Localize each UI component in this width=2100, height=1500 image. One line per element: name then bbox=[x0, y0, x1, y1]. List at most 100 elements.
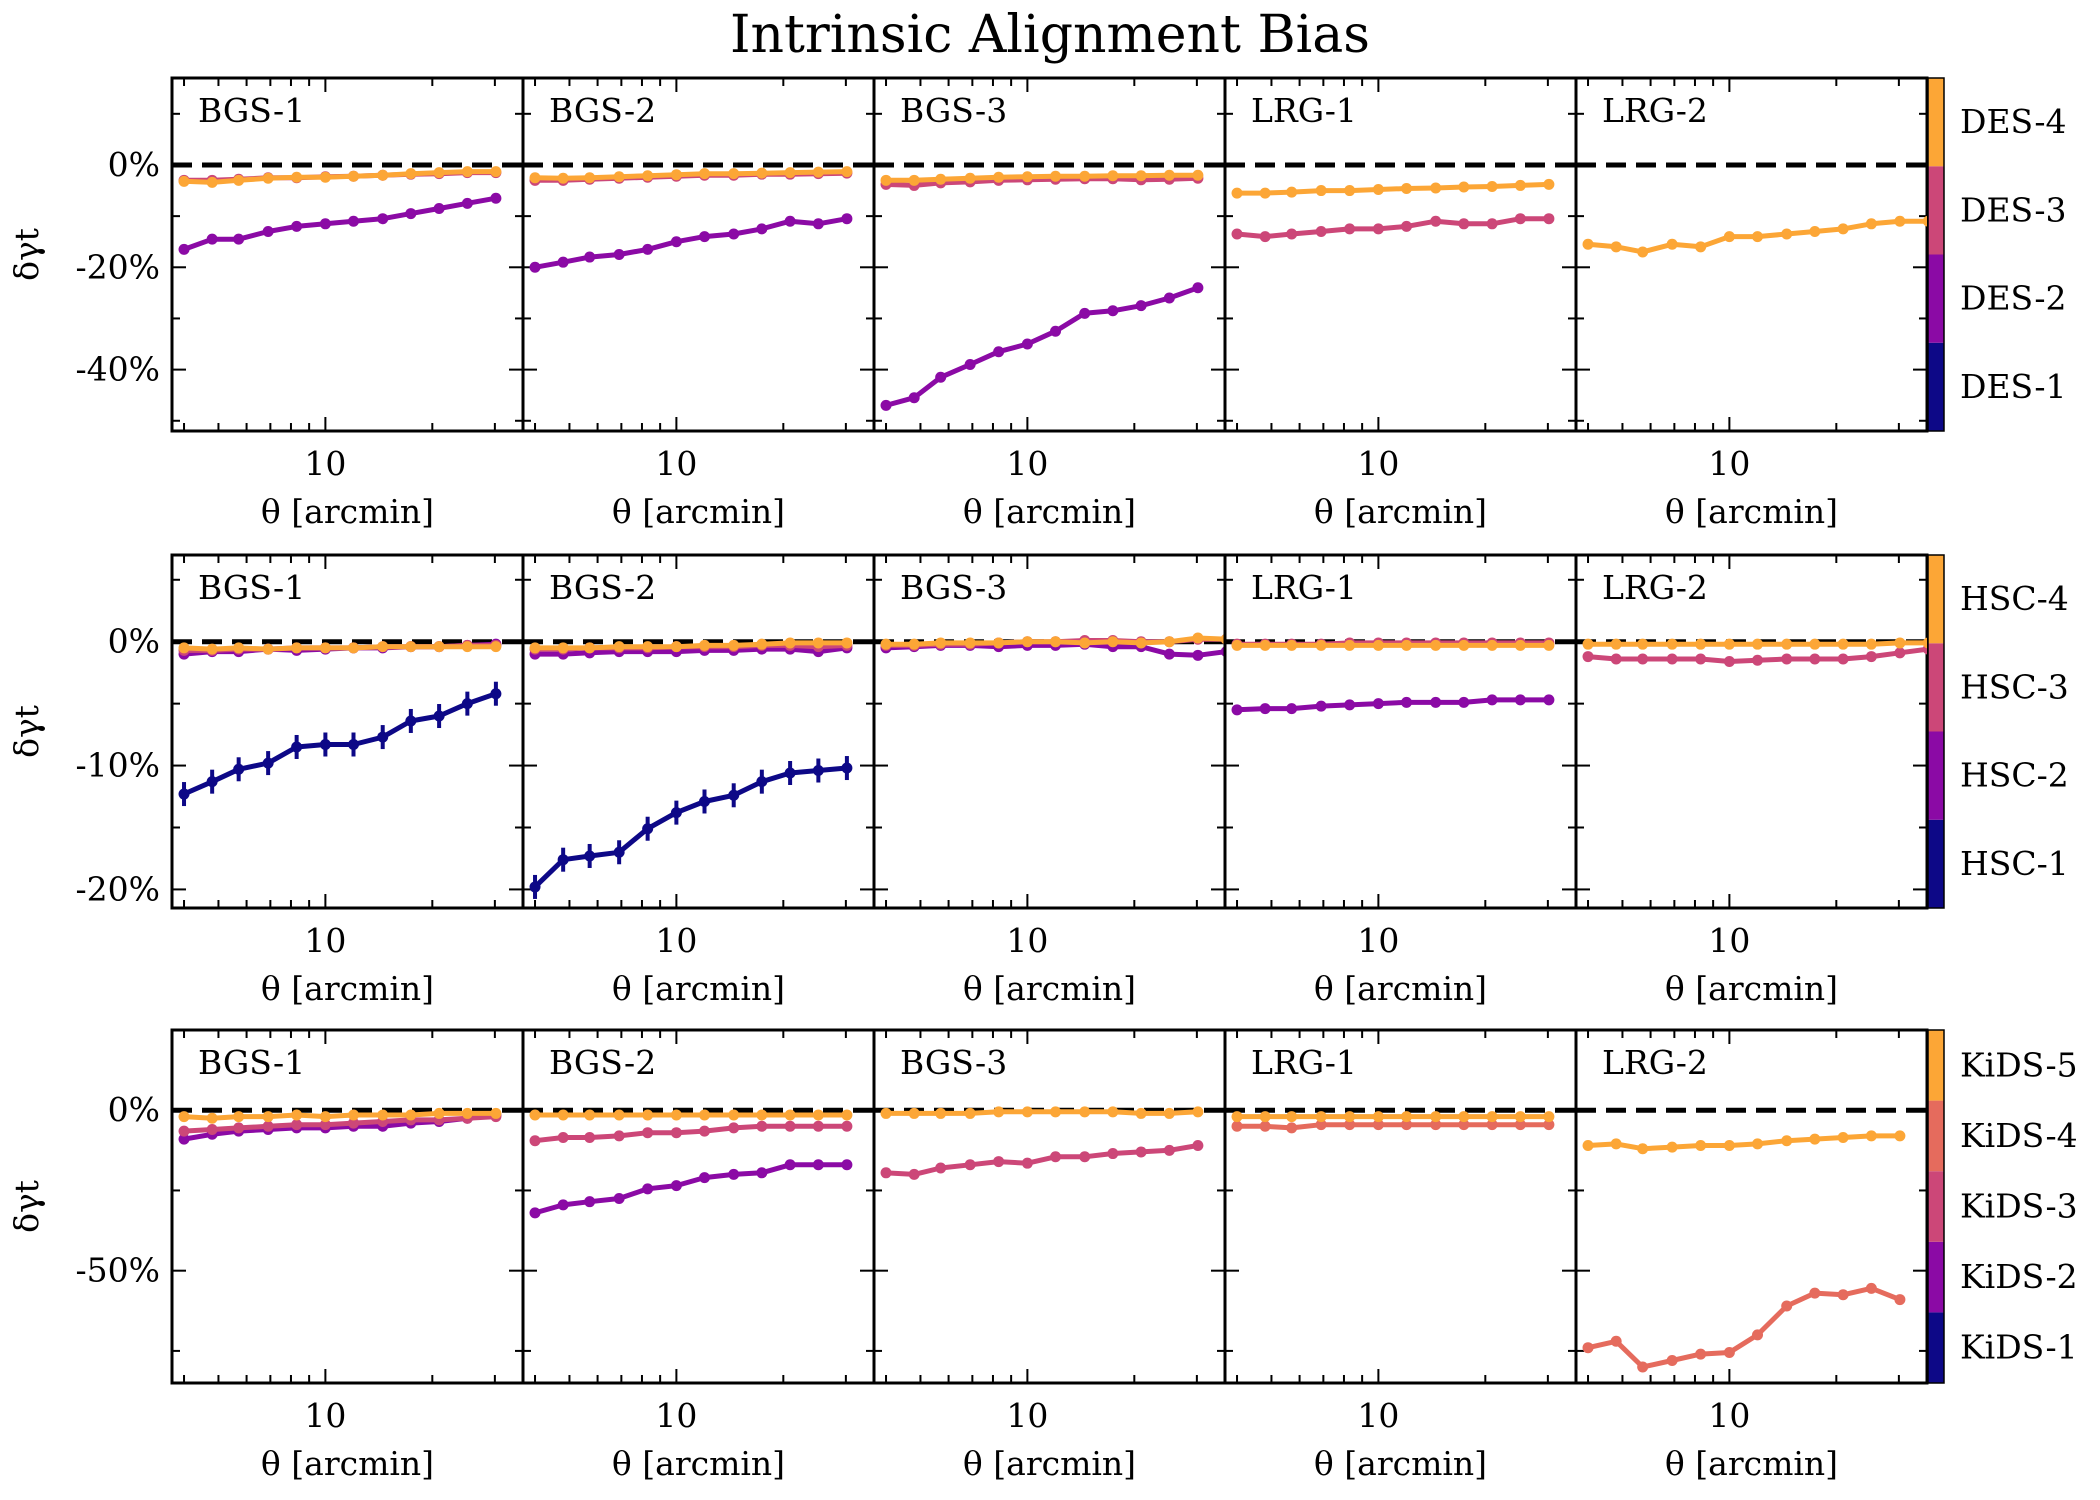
data-point bbox=[1192, 1140, 1204, 1152]
data-series bbox=[1231, 178, 1555, 199]
data-point bbox=[1666, 1141, 1678, 1153]
data-point bbox=[1401, 1111, 1413, 1123]
x-axis-label: θ [arcmin] bbox=[1314, 492, 1487, 531]
subplot-lrg-1: 10 θ [arcmin] LRG-1 bbox=[1223, 553, 1578, 1008]
data-point bbox=[880, 638, 892, 650]
panel-label: BGS-3 bbox=[900, 1043, 1007, 1082]
data-point bbox=[1637, 246, 1649, 258]
panel-label: BGS-2 bbox=[549, 91, 656, 130]
data-point bbox=[1021, 1157, 1033, 1169]
data-point bbox=[1286, 228, 1298, 240]
subplot-bgs-3: 10 θ [arcmin] BGS-3 bbox=[872, 1028, 1227, 1483]
data-point bbox=[1486, 639, 1498, 651]
data-point bbox=[1372, 639, 1384, 651]
data-point bbox=[1430, 696, 1442, 708]
data-point bbox=[1582, 238, 1594, 250]
data-point bbox=[670, 236, 682, 248]
data-point bbox=[1401, 220, 1413, 232]
data-point bbox=[1637, 1143, 1649, 1155]
data-point bbox=[1401, 696, 1413, 708]
data-point bbox=[1401, 183, 1413, 195]
data-point bbox=[699, 1109, 711, 1121]
data-point bbox=[1582, 1140, 1594, 1152]
data-point bbox=[908, 392, 920, 404]
data-point bbox=[291, 220, 303, 232]
data-point bbox=[405, 715, 417, 727]
data-series bbox=[529, 166, 853, 184]
x-axis-label: θ [arcmin] bbox=[1665, 492, 1838, 531]
data-point bbox=[584, 172, 596, 184]
panel-frame bbox=[521, 1028, 876, 1385]
data-point bbox=[1231, 228, 1243, 240]
data-point bbox=[1401, 639, 1413, 651]
panel-label: BGS-3 bbox=[900, 91, 1007, 130]
data-series bbox=[178, 1111, 502, 1137]
colorbar-segment bbox=[1928, 1241, 1944, 1313]
y-tick-label: 0% bbox=[108, 622, 160, 661]
data-point bbox=[1192, 1106, 1204, 1118]
data-point bbox=[262, 1120, 274, 1132]
data-point bbox=[1723, 231, 1735, 243]
data-point bbox=[1135, 170, 1147, 182]
subplot-bgs-2: 10 θ [arcmin] BGS-2 bbox=[521, 76, 876, 531]
data-point bbox=[642, 243, 654, 255]
data-point bbox=[1894, 637, 1906, 649]
data-point bbox=[841, 213, 853, 225]
data-point bbox=[642, 1127, 654, 1139]
data-point bbox=[1050, 1106, 1062, 1118]
data-point bbox=[784, 1120, 796, 1132]
data-point bbox=[1107, 636, 1119, 648]
subplot-bgs-1: 10 θ [arcmin] BGS-1 bbox=[170, 76, 525, 531]
x-tick-label: 10 bbox=[655, 444, 697, 483]
data-point bbox=[1315, 700, 1327, 712]
data-point bbox=[206, 1123, 218, 1135]
data-point bbox=[178, 788, 190, 800]
data-point bbox=[1543, 213, 1555, 225]
data-point bbox=[880, 1107, 892, 1119]
y-axis-label: δγt bbox=[7, 705, 46, 758]
panel-frame bbox=[1574, 1028, 1929, 1385]
data-point bbox=[1372, 1119, 1384, 1131]
data-point bbox=[233, 763, 245, 775]
data-point bbox=[1514, 213, 1526, 225]
data-point bbox=[1514, 639, 1526, 651]
panel-frame bbox=[170, 76, 525, 433]
subplot-bgs-2: 10 θ [arcmin] BGS-2 bbox=[521, 1028, 876, 1483]
data-point bbox=[1192, 282, 1204, 294]
data-point bbox=[1514, 179, 1526, 191]
data-point bbox=[1344, 1119, 1356, 1131]
data-series bbox=[1231, 1119, 1555, 1134]
data-point bbox=[1107, 1148, 1119, 1160]
data-point bbox=[670, 807, 682, 819]
data-point bbox=[1666, 238, 1678, 250]
data-series bbox=[1582, 1282, 1906, 1373]
data-point bbox=[262, 1111, 274, 1123]
x-axis-label: θ [arcmin] bbox=[963, 1444, 1136, 1483]
data-point bbox=[1344, 223, 1356, 235]
data-point bbox=[1752, 1329, 1764, 1341]
data-point bbox=[529, 1207, 541, 1219]
series-line bbox=[181, 691, 499, 797]
colorbar-label: KiDS-4 bbox=[1960, 1116, 2078, 1155]
data-point bbox=[206, 643, 218, 655]
data-point bbox=[584, 1196, 596, 1208]
data-point bbox=[1021, 338, 1033, 350]
data-point bbox=[1344, 1111, 1356, 1123]
panel-label: BGS-2 bbox=[549, 1043, 656, 1082]
data-point bbox=[1781, 1300, 1793, 1312]
data-point bbox=[1430, 215, 1442, 227]
series-line bbox=[883, 285, 1201, 408]
panel-label: LRG-2 bbox=[1602, 568, 1708, 607]
data-point bbox=[784, 215, 796, 227]
data-point bbox=[670, 169, 682, 181]
data-point bbox=[935, 1107, 947, 1119]
data-point bbox=[1259, 231, 1271, 243]
data-point bbox=[670, 1127, 682, 1139]
data-point bbox=[319, 642, 331, 654]
data-point bbox=[1809, 225, 1821, 237]
data-point bbox=[1781, 228, 1793, 240]
colorbar-segment bbox=[1928, 731, 1944, 820]
data-point bbox=[584, 642, 596, 654]
data-point bbox=[405, 208, 417, 220]
colorbar-segment bbox=[1928, 643, 1944, 732]
